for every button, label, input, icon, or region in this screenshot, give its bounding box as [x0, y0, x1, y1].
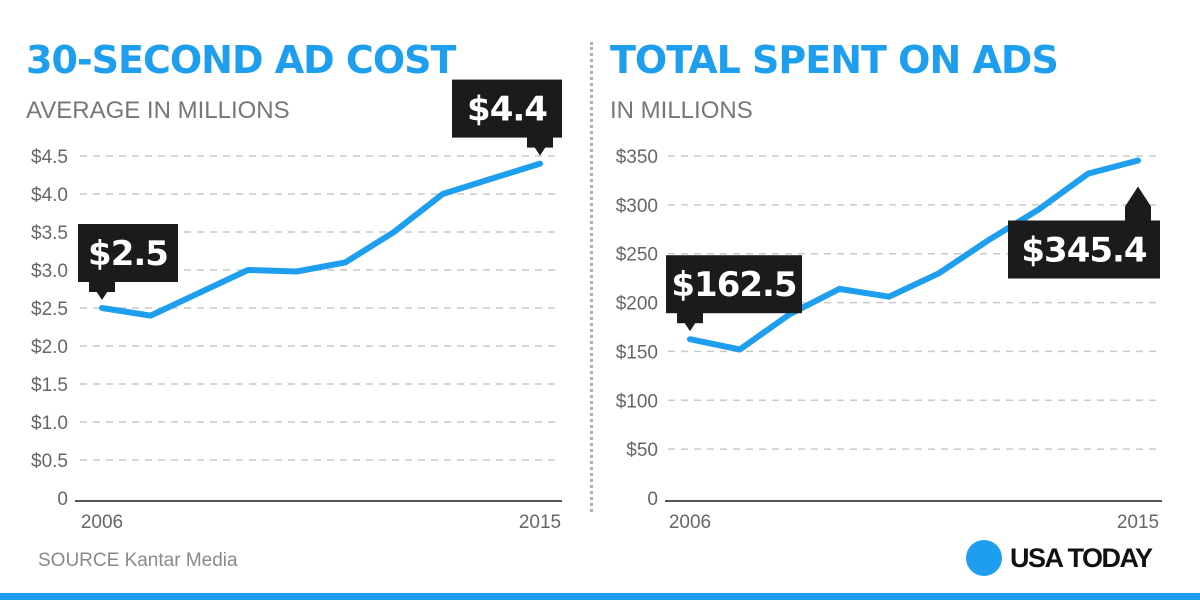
y-tick-label: $4.5: [31, 147, 68, 168]
y-tick-label: 0: [647, 489, 658, 510]
y-tick-label: $250: [616, 245, 658, 266]
callout-label: $4.4: [467, 90, 547, 130]
brand-dot-icon: [966, 540, 1002, 576]
y-tick-label: $2.5: [31, 299, 68, 320]
x-tick-label: 2006: [81, 512, 123, 533]
y-tick-label: $200: [616, 294, 658, 315]
callout-box: [452, 79, 562, 138]
callout-pointer: [89, 280, 115, 300]
callout-box: [78, 224, 178, 282]
chart-title-total-spent: TOTAL SPENT ON ADS: [610, 38, 1059, 82]
brand-wordmark: USA TODAY: [1010, 543, 1153, 573]
callout-pointer: [527, 135, 553, 156]
y-tick-label: $2.0: [31, 337, 68, 358]
y-tick-label: $4.0: [31, 185, 68, 206]
y-tick-label: $1.5: [31, 375, 68, 396]
x-tick-label: 2006: [669, 512, 711, 533]
y-tick-label: 0: [57, 489, 68, 510]
callout-box: [666, 255, 802, 314]
y-tick-label: $300: [616, 196, 658, 217]
y-tick-label: $100: [616, 391, 658, 412]
y-tick-label: $350: [616, 147, 658, 168]
y-tick-label: $0.5: [31, 451, 68, 472]
x-tick-label: 2015: [519, 512, 561, 533]
series-line: [99, 160, 543, 319]
chart-subtitle-total-spent: IN MILLIONS: [610, 97, 753, 124]
panel-divider: [590, 42, 593, 512]
y-tick-label: $1.0: [31, 413, 68, 434]
series-line: [687, 157, 1141, 353]
callout-label: $345.4: [1021, 230, 1147, 270]
y-tick-label: $3.0: [31, 261, 68, 282]
y-tick-label: $150: [616, 342, 658, 363]
callout-pointer: [677, 311, 703, 332]
chart-subtitle-ad-cost: AVERAGE IN MILLIONS: [26, 97, 290, 124]
source-note: SOURCE Kantar Media: [38, 550, 238, 571]
y-tick-label: $50: [626, 440, 658, 461]
callout-box: [1008, 220, 1160, 279]
callout-pointer: [1125, 186, 1151, 207]
bottom-accent-bar: [0, 593, 1200, 600]
chart-title-ad-cost: 30-SECOND AD COST: [26, 38, 456, 82]
x-tick-label: 2015: [1117, 512, 1159, 533]
y-tick-label: $3.5: [31, 223, 68, 244]
callout-label: $2.5: [88, 234, 168, 274]
callout-label: $162.5: [671, 265, 796, 305]
callout-pointer-stem: [1125, 206, 1151, 223]
